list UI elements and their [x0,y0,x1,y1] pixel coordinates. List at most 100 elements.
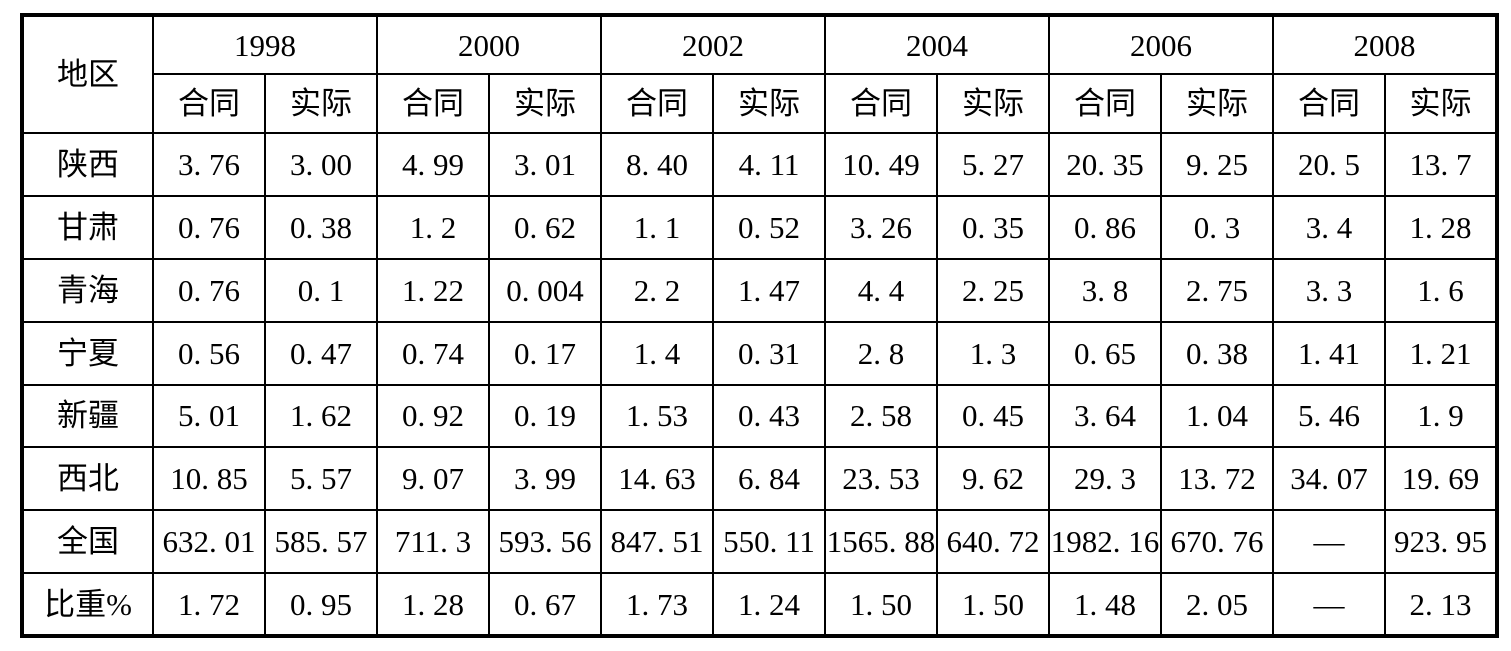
value-cell: 1982. 16 [1048,509,1162,575]
value-cell: 1. 50 [936,572,1050,637]
value-cell: 640. 72 [936,509,1050,575]
value-cell: 1. 3 [936,320,1050,386]
value-cell: 1. 6 [1384,257,1498,323]
value-cell: 20. 5 [1272,132,1386,197]
value-cell: 2. 13 [1384,572,1498,637]
value-cell: 2. 25 [936,257,1050,323]
year-header-2000: 2000 [376,14,602,75]
value-cell: 0. 86 [1048,194,1162,260]
value-cell: 0. 65 [1048,320,1162,386]
value-cell: 0. 74 [376,320,490,386]
value-cell: 13. 72 [1160,446,1274,512]
value-cell: 1. 4 [600,320,714,386]
value-cell: 1. 73 [600,572,714,637]
value-cell: 1. 2 [376,194,490,260]
value-cell: 3. 8 [1048,257,1162,323]
year-header-1998: 1998 [152,14,378,75]
value-cell: 0. 38 [264,194,378,260]
region-label-ningxia: 宁夏 [21,320,154,386]
value-cell: 593. 56 [488,509,602,575]
subheader-contract-1998: 合同 [152,73,266,134]
value-cell: 632. 01 [152,509,266,575]
value-cell: 0. 45 [936,383,1050,449]
table-row-xinjiang: 新疆 5. 01 1. 62 0. 92 0. 19 1. 53 0. 43 2… [21,383,1498,449]
value-cell: 0. 52 [712,194,826,260]
value-cell: 29. 3 [1048,446,1162,512]
value-cell: 5. 46 [1272,383,1386,449]
value-cell: 4. 4 [824,257,938,323]
value-cell: 1. 62 [264,383,378,449]
value-cell: 3. 64 [1048,383,1162,449]
value-cell: 0. 31 [712,320,826,386]
value-cell: 1. 28 [1384,194,1498,260]
subheader-contract-2002: 合同 [600,73,714,134]
value-cell: 585. 57 [264,509,378,575]
value-cell: 711. 3 [376,509,490,575]
value-cell: 1. 1 [600,194,714,260]
table-row-shaanxi: 陕西 3. 76 3. 00 4. 99 3. 01 8. 40 4. 11 1… [21,132,1498,197]
value-cell: 2. 2 [600,257,714,323]
value-cell: 0. 17 [488,320,602,386]
value-cell: 0. 3 [1160,194,1274,260]
value-cell: 2. 75 [1160,257,1274,323]
subheader-actual-2002: 实际 [712,73,826,134]
value-cell: 1. 53 [600,383,714,449]
value-cell: 13. 7 [1384,132,1498,197]
investment-data-table: 地区 1998 2000 2002 2004 2006 2008 合同 实际 合… [20,13,1499,638]
value-cell: 0. 47 [264,320,378,386]
year-header-row: 地区 1998 2000 2002 2004 2006 2008 [21,14,1498,134]
value-cell: 670. 76 [1160,509,1274,575]
table-row-northwest: 西北 10. 85 5. 57 9. 07 3. 99 14. 63 6. 84… [21,446,1498,512]
value-cell: 10. 85 [152,446,266,512]
value-cell: 8. 40 [600,132,714,197]
value-cell: 1. 48 [1048,572,1162,637]
value-cell: 23. 53 [824,446,938,512]
value-cell: 9. 07 [376,446,490,512]
value-cell: 1. 41 [1272,320,1386,386]
value-cell: 0. 19 [488,383,602,449]
value-cell: 0. 76 [152,257,266,323]
value-cell: 1. 21 [1384,320,1498,386]
value-cell: 9. 25 [1160,132,1274,197]
value-cell: 4. 99 [376,132,490,197]
value-cell: 2. 8 [824,320,938,386]
region-label-gansu: 甘肃 [21,194,154,260]
value-cell: 14. 63 [600,446,714,512]
value-cell: 0. 76 [152,194,266,260]
year-header-2008: 2008 [1272,14,1498,75]
subheader-row: 合同 实际 合同 实际 合同 实际 合同 实际 合同 实际 合同 实际 [22,73,1498,134]
value-cell: 3. 26 [824,194,938,260]
value-cell: 20. 35 [1048,132,1162,197]
value-cell: 923. 95 [1384,509,1498,575]
region-label-shaanxi: 陕西 [21,132,154,197]
value-cell: 0. 62 [488,194,602,260]
value-cell: 550. 11 [712,509,826,575]
region-label-xinjiang: 新疆 [21,383,154,449]
year-header-2002: 2002 [600,14,826,75]
subheader-contract-2006: 合同 [1048,73,1162,134]
value-cell: 1. 72 [152,572,266,637]
value-cell: 1. 04 [1160,383,1274,449]
value-cell: 1. 50 [824,572,938,637]
value-cell: 3. 99 [488,446,602,512]
value-cell: 2. 58 [824,383,938,449]
region-label-national: 全国 [21,509,154,575]
value-cell: 5. 57 [264,446,378,512]
table-row-ningxia: 宁夏 0. 56 0. 47 0. 74 0. 17 1. 4 0. 31 2.… [21,320,1498,386]
value-cell: 847. 51 [600,509,714,575]
value-cell: 0. 56 [152,320,266,386]
value-cell: 3. 00 [264,132,378,197]
value-cell: 0. 004 [488,257,602,323]
value-cell: 10. 49 [824,132,938,197]
value-cell: 5. 27 [936,132,1050,197]
table-row-national: 全国 632. 01 585. 57 711. 3 593. 56 847. 5… [21,509,1498,575]
region-label-proportion: 比重% [21,572,154,637]
subheader-contract-2004: 合同 [824,73,938,134]
region-label-northwest: 西北 [21,446,154,512]
subheader-actual-2006: 实际 [1160,73,1274,134]
table-row-proportion: 比重% 1. 72 0. 95 1. 28 0. 67 1. 73 1. 24 … [21,572,1498,637]
subheader-actual-2000: 实际 [488,73,602,134]
subheader-actual-1998: 实际 [264,73,378,134]
value-cell: 0. 95 [264,572,378,637]
